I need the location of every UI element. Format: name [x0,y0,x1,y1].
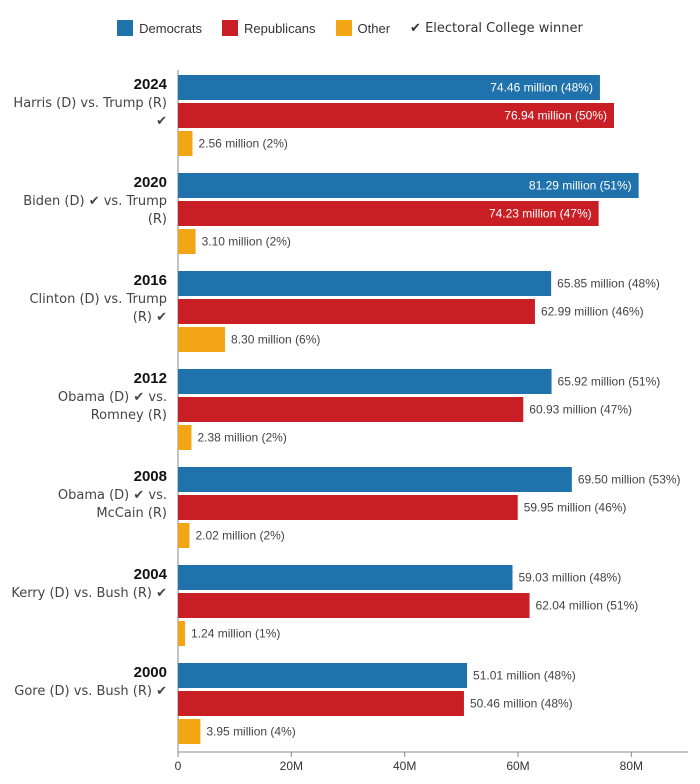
x-tick-label: 0 [175,759,182,773]
value-label: 59.95 million (46%) [524,501,627,515]
bar [178,299,535,324]
bar [178,425,192,450]
bar [178,397,524,422]
category-label: 2020 [133,174,167,191]
legend-swatch [221,20,238,36]
category-label: 2024 [133,76,167,93]
value-label: 2.02 million (2%) [195,529,284,543]
category-subtitle: Biden (D) ✔ vs. Trump (R) [23,194,167,227]
value-label: 65.85 million (48%) [557,277,660,291]
bar [178,467,572,492]
value-label: 74.46 million (48%) [490,81,593,95]
category-label: 2008 [133,468,167,485]
value-label: 69.50 million (53%) [578,473,681,487]
legend-label: Democrats [139,20,202,36]
category-subtitle: Clinton (D) vs. Trump (R) ✔ [29,292,167,325]
bar [178,201,599,226]
legend: Democrats Republicans Other ✔ Electoral Col… [0,20,700,36]
x-tick-label: 80M [620,759,643,773]
value-label: 3.10 million (2%) [202,235,291,249]
x-tick-label: 40M [393,759,416,773]
legend-item: Republicans [221,20,316,36]
bar [178,229,196,254]
category-label: 2012 [133,370,167,387]
value-label: 74.23 million (47%) [489,207,592,221]
value-label: 2.38 million (2%) [197,431,286,445]
bar [178,327,226,352]
bar [178,719,201,744]
legend-swatch [117,20,134,36]
category-subtitle: Kerry (D) vs. Bush (R) ✔ [11,586,167,601]
value-label: 51.01 million (48%) [473,669,576,683]
bar [178,523,190,548]
x-tick-label: 60M [506,759,529,773]
value-label: 81.29 million (51%) [529,179,632,193]
legend-item: Other [335,20,391,36]
value-label: 3.95 million (4%) [206,725,295,739]
value-label: 62.99 million (46%) [541,305,644,319]
bar [178,75,600,100]
category-subtitle: Gore (D) vs. Bush (R) ✔ [14,684,167,699]
value-label: 62.04 million (51%) [536,599,639,613]
value-label: 2.56 million (2%) [199,137,288,151]
legend-label: Other [357,20,391,36]
bar [178,621,186,646]
category-subtitle: Obama (D) ✔ vs. Romney (R) [57,390,167,423]
bar [178,495,518,520]
bar [178,691,464,716]
bar [178,131,193,156]
bar [178,663,468,688]
value-label: 65.92 million (51%) [558,375,661,389]
legend-swatch [335,20,352,36]
bar [178,173,639,198]
value-label: 59.03 million (48%) [519,571,622,585]
category-label: 2016 [133,272,167,289]
value-label: 60.93 million (47%) [529,403,632,417]
value-label: 8.30 million (6%) [231,333,320,347]
legend-item: Democrats [117,20,202,36]
bar [178,565,513,590]
category-label: 2000 [133,664,167,681]
category-subtitle: Harris (D) vs. Trump (R) ✔ [13,96,167,129]
value-label: 1.24 million (1%) [191,627,280,641]
legend-label: Republicans [243,20,316,36]
bar [178,103,614,128]
bar [178,593,530,618]
category-subtitle: Obama (D) ✔ vs. McCain (R) [57,488,167,521]
legend-item: ✔ Electoral College winner [410,20,583,36]
bar [178,271,552,296]
x-tick-label: 20M [280,759,303,773]
value-label: 50.46 million (48%) [470,697,573,711]
category-label: 2004 [133,566,167,583]
legend-note: ✔ Electoral College winner [410,20,583,36]
value-label: 76.94 million (50%) [504,109,607,123]
bar [178,369,552,394]
